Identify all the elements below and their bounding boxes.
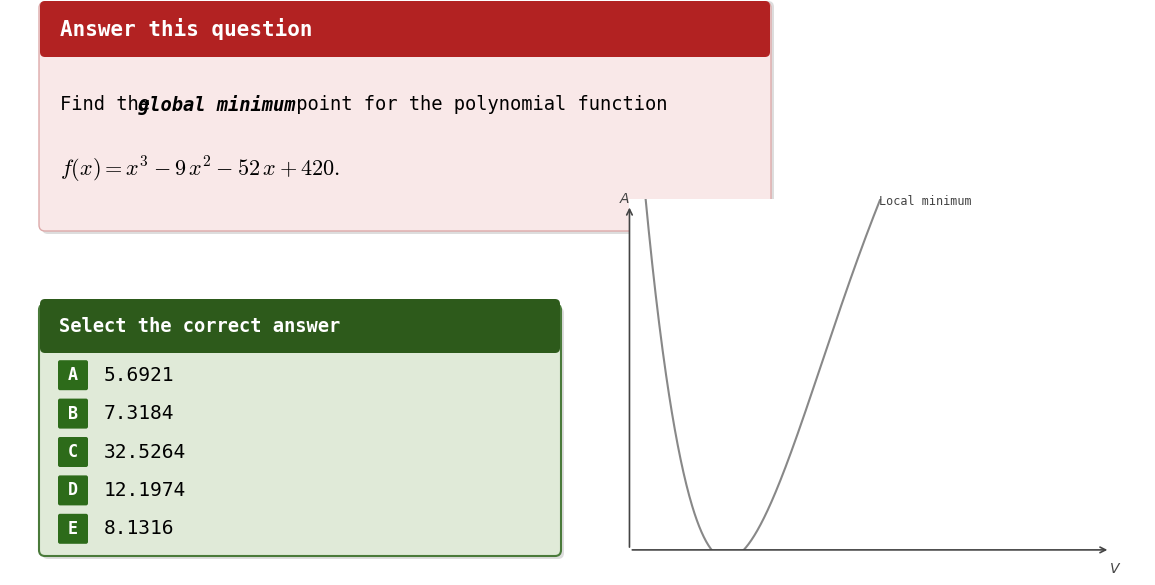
FancyBboxPatch shape xyxy=(42,307,564,559)
FancyBboxPatch shape xyxy=(39,304,561,556)
Text: Answer this question: Answer this question xyxy=(60,18,313,40)
Text: 5.6921: 5.6921 xyxy=(104,366,174,385)
Text: V: V xyxy=(1110,562,1119,576)
FancyBboxPatch shape xyxy=(58,514,88,544)
Text: A: A xyxy=(68,366,79,384)
Text: C: C xyxy=(68,443,79,461)
FancyBboxPatch shape xyxy=(58,476,88,505)
Text: 12.1974: 12.1974 xyxy=(104,481,186,500)
Text: A: A xyxy=(620,192,629,206)
Text: Select the correct answer: Select the correct answer xyxy=(59,318,341,336)
Text: Find the: Find the xyxy=(60,95,162,115)
Text: point for the polynomial function: point for the polynomial function xyxy=(285,95,668,115)
FancyBboxPatch shape xyxy=(58,360,88,390)
Text: 8.1316: 8.1316 xyxy=(104,519,174,538)
FancyBboxPatch shape xyxy=(58,437,88,467)
FancyBboxPatch shape xyxy=(58,398,88,429)
FancyBboxPatch shape xyxy=(40,299,560,353)
Text: global minimum: global minimum xyxy=(137,95,296,115)
FancyBboxPatch shape xyxy=(40,1,770,57)
Text: B: B xyxy=(68,405,79,422)
Text: $f(x) = x^3 - 9\,x^2 - 52\,x + 420.$: $f(x) = x^3 - 9\,x^2 - 52\,x + 420.$ xyxy=(60,155,340,185)
Text: 7.3184: 7.3184 xyxy=(104,404,174,423)
FancyBboxPatch shape xyxy=(39,2,772,231)
Text: E: E xyxy=(68,520,79,538)
Text: D: D xyxy=(68,481,79,500)
FancyBboxPatch shape xyxy=(42,1,774,234)
Text: Local minimum: Local minimum xyxy=(879,195,971,208)
Text: 32.5264: 32.5264 xyxy=(104,442,186,462)
